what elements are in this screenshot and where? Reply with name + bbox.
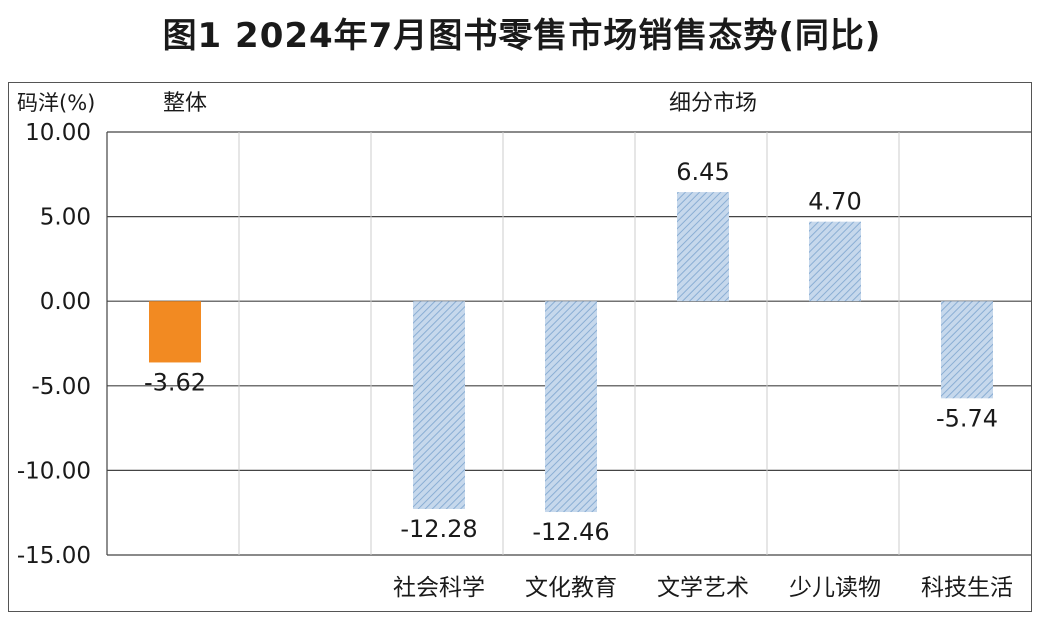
bar-3 xyxy=(677,192,729,302)
value-label: -5.74 xyxy=(936,404,998,432)
chart-frame: 码洋(%) 整体 细分市场 10.00 5.00 0.00 -5.00 -10.00 -1… xyxy=(8,82,1032,612)
y-tick-label: 5.00 xyxy=(40,205,91,231)
y-tick-label: -15.00 xyxy=(17,543,91,569)
bar-0 xyxy=(149,301,201,363)
value-label: 6.45 xyxy=(676,158,729,186)
category-label: 文学艺术 xyxy=(657,575,749,601)
bar-1 xyxy=(413,301,465,509)
y-tick-label: 10.00 xyxy=(25,120,91,146)
category-label: 社会科学 xyxy=(393,575,485,601)
category-label: 文化教育 xyxy=(525,575,617,601)
value-label: -12.28 xyxy=(400,515,477,543)
y-axis-label: 码洋(%) xyxy=(17,91,95,115)
bar-chart: 码洋(%) 整体 细分市场 10.00 5.00 0.00 -5.00 -10.00 -1… xyxy=(17,91,1031,601)
value-label: 4.70 xyxy=(808,188,861,216)
bar-5 xyxy=(941,301,993,399)
y-tick-label: -5.00 xyxy=(31,374,91,400)
group-label-overall: 整体 xyxy=(163,91,207,116)
category-label: 少儿读物 xyxy=(789,575,881,601)
bar-4 xyxy=(809,221,861,302)
y-tick-label: -10.00 xyxy=(17,458,91,484)
value-label: -12.46 xyxy=(532,518,609,546)
chart-title: 图1 2024年7月图书零售市场销售态势(同比) xyxy=(162,16,882,56)
bar-2 xyxy=(545,301,597,513)
category-label: 科技生活 xyxy=(921,575,1013,601)
value-label: -3.62 xyxy=(144,368,206,396)
group-label-segments: 细分市场 xyxy=(669,91,757,116)
y-tick-label: 0.00 xyxy=(40,289,91,315)
